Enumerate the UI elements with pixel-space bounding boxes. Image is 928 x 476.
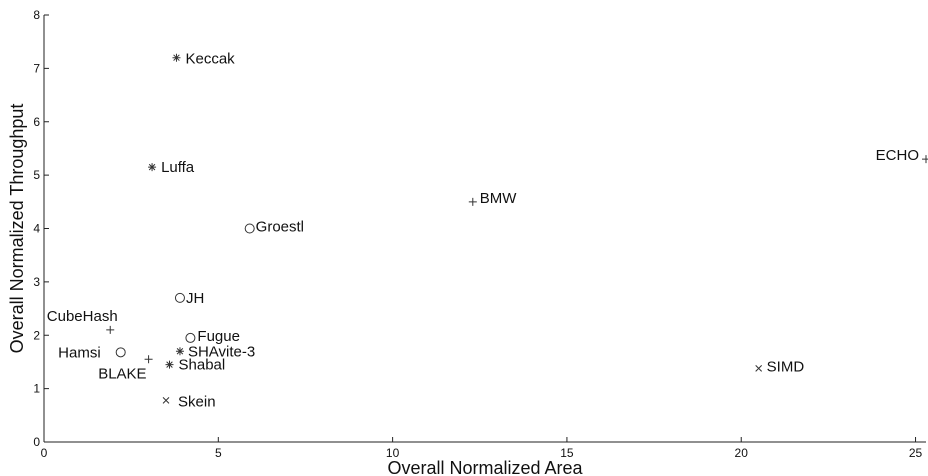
point-luffa: Luffa <box>148 159 195 176</box>
y-tick-label: 5 <box>33 168 40 182</box>
y-axis-title: Overall Normalized Throughput <box>7 104 27 354</box>
marker-plus <box>106 325 115 334</box>
point-label: BLAKE <box>98 365 146 382</box>
y-tick-label: 7 <box>33 61 40 75</box>
marker-circle <box>115 347 126 358</box>
x-tick-label: 15 <box>560 446 574 460</box>
point-groestl: Groestl <box>244 219 304 236</box>
marker-star <box>175 347 184 356</box>
point-shabal: Shabal <box>165 357 226 374</box>
point-label: SIMD <box>767 358 805 375</box>
point-skein: Skein <box>162 393 216 410</box>
data-points: Keccak Luffa ECHO BMW Groestl JH CubeHash Fugue… <box>47 51 928 410</box>
x-ticks: 0 5 10 15 20 25 <box>41 437 923 460</box>
point-keccak: Keccak <box>172 51 235 68</box>
point-label: SHAvite-3 <box>188 343 255 360</box>
y-tick-label: 3 <box>33 275 40 289</box>
x-tick-label: 10 <box>386 446 400 460</box>
point-shavite-3: SHAvite-3 <box>175 343 255 360</box>
marker-star <box>165 360 174 369</box>
marker-circle <box>244 223 255 234</box>
marker-circle <box>185 332 196 343</box>
y-tick-label: 4 <box>33 222 40 236</box>
marker-star <box>148 163 157 172</box>
point-bmw: BMW <box>468 190 518 207</box>
point-cubehash: CubeHash <box>47 308 118 334</box>
x-tick-label: 20 <box>735 446 749 460</box>
marker-plus <box>468 197 477 206</box>
marker-plus <box>922 155 928 164</box>
marker-plus <box>144 355 153 364</box>
point-fugue: Fugue <box>185 328 240 345</box>
y-tick-label: 1 <box>33 382 40 396</box>
point-blake: BLAKE <box>98 355 153 382</box>
point-label: Luffa <box>161 159 195 176</box>
point-jh: JH <box>174 290 204 307</box>
y-ticks: 0 1 2 3 4 5 6 7 8 <box>33 8 49 449</box>
point-echo: ECHO <box>876 147 928 164</box>
marker-circle <box>174 292 185 303</box>
axes <box>43 15 926 443</box>
marker-cross <box>755 364 763 372</box>
x-axis-title: Overall Normalized Area <box>387 458 583 476</box>
point-label: Groestl <box>256 219 304 236</box>
point-hamsi: Hamsi <box>58 344 126 361</box>
marker-star <box>172 53 181 62</box>
point-label: Fugue <box>197 328 240 345</box>
point-label: BMW <box>480 190 518 207</box>
y-tick-label: 2 <box>33 328 40 342</box>
x-tick-label: 5 <box>215 446 222 460</box>
x-tick-label: 25 <box>909 446 923 460</box>
point-label: Shabal <box>179 357 226 374</box>
point-label: Skein <box>178 393 216 410</box>
point-label: ECHO <box>876 147 919 164</box>
point-label: Keccak <box>185 51 235 68</box>
point-label: JH <box>186 290 204 307</box>
point-label: CubeHash <box>47 308 118 325</box>
y-tick-label: 0 <box>33 435 40 449</box>
marker-cross <box>162 397 170 404</box>
y-tick-label: 6 <box>33 115 40 129</box>
point-label: Hamsi <box>58 344 101 361</box>
point-simd: SIMD <box>755 358 805 375</box>
y-tick-label: 8 <box>33 8 40 22</box>
x-tick-label: 0 <box>41 446 48 460</box>
